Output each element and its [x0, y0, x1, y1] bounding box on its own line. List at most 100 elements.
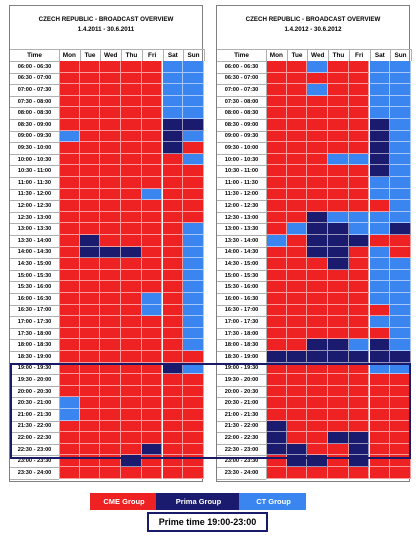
- heatmap-cell: [328, 84, 349, 96]
- heatmap-cell: [162, 142, 184, 154]
- grid-line: [217, 397, 266, 399]
- heatmap-cell: [286, 281, 308, 293]
- grid-line: [217, 258, 266, 260]
- grid-line: [10, 327, 59, 329]
- time-slot-label: 18:00 - 18:30: [224, 342, 259, 349]
- grid-line: [10, 211, 59, 213]
- heatmap-cell: [59, 409, 80, 421]
- heatmap-cell: [162, 327, 184, 340]
- heatmap-cell: [328, 153, 349, 166]
- heatmap-cell: [390, 327, 411, 340]
- heatmap-cell: [348, 119, 370, 131]
- heatmap-cell: [348, 351, 370, 363]
- grid-line: [217, 293, 266, 294]
- heatmap-cell: [266, 107, 287, 119]
- grid-line: [10, 142, 59, 144]
- heatmap-cell: [141, 362, 163, 375]
- heatmap-cell: [121, 397, 142, 409]
- grid-line: [217, 177, 266, 178]
- heatmap-cell: [59, 374, 80, 386]
- heatmap-cell: [286, 84, 308, 96]
- heatmap-cell: [266, 119, 287, 131]
- heatmap-cell: [369, 153, 391, 166]
- time-slot-label: 15:00 - 15:30: [17, 272, 52, 279]
- heatmap-cell: [162, 153, 184, 166]
- header-day-wed: Wed: [311, 51, 325, 59]
- grid-line: [10, 200, 59, 202]
- heatmap-cell: [266, 409, 287, 421]
- heatmap-cell: [307, 409, 329, 421]
- heatmap-cell: [100, 432, 122, 444]
- heatmap-cell: [328, 107, 349, 119]
- heatmap-cell: [266, 316, 287, 328]
- heatmap-cell: [286, 304, 308, 317]
- heatmap-cell: [348, 177, 370, 189]
- grid-line: [141, 49, 143, 61]
- heatmap-cell: [286, 385, 308, 398]
- heatmap-cell: [141, 107, 163, 119]
- legend: CME Group Prima Group CT Group: [90, 493, 306, 510]
- heatmap-cell: [121, 455, 142, 467]
- heatmap-cell: [59, 467, 80, 479]
- heatmap-cell: [286, 211, 308, 224]
- heatmap-cell: [162, 95, 184, 108]
- heatmap-cell: [369, 269, 391, 282]
- heatmap-cell: [79, 304, 101, 317]
- heatmap-cell: [183, 211, 204, 224]
- heatmap-cell: [100, 409, 122, 421]
- heatmap-cell: [162, 432, 184, 444]
- grid-line: [183, 49, 185, 61]
- grid-line: [217, 455, 266, 457]
- heatmap-cell: [348, 362, 370, 375]
- heatmap-cell: [183, 61, 204, 73]
- heatmap-cell: [141, 455, 163, 467]
- heatmap-cell: [121, 211, 142, 224]
- heatmap-cell: [121, 153, 142, 166]
- heatmap-cell: [79, 409, 101, 421]
- grid-line: [10, 246, 59, 248]
- heatmap-cell: [390, 455, 411, 467]
- heatmap-cell: [390, 374, 411, 386]
- heatmap-cell: [141, 409, 163, 421]
- heatmap-cell: [286, 397, 308, 409]
- heatmap-cell: [348, 258, 370, 270]
- heatmap-cell: [141, 316, 163, 328]
- grid-line: [390, 49, 392, 61]
- heatmap-cell: [266, 467, 287, 479]
- heatmap-cell: [100, 188, 122, 201]
- heatmap-cell: [390, 293, 411, 305]
- heatmap-cell: [369, 443, 391, 456]
- heatmap-cell: [369, 409, 391, 421]
- time-slot-label: 20:00 - 20:30: [224, 388, 259, 395]
- grid-line: [10, 339, 59, 341]
- heatmap-cell: [162, 397, 184, 409]
- heatmap-cell: [59, 293, 80, 305]
- grid-line: [348, 49, 350, 61]
- time-slot-label: 14:30 - 15:00: [224, 260, 259, 267]
- heatmap-cell: [307, 443, 329, 456]
- heatmap-cell: [121, 362, 142, 375]
- heatmap-cell: [328, 188, 349, 201]
- heatmap-cell: [162, 293, 184, 305]
- heatmap-cell: [307, 61, 329, 73]
- header-day-thu: Thu: [125, 51, 138, 59]
- heatmap-cell: [266, 95, 287, 108]
- grid-line: [10, 165, 59, 167]
- heatmap-cell: [348, 304, 370, 317]
- heatmap-cell: [328, 281, 349, 293]
- grid-line: [217, 200, 266, 202]
- heatmap-cell: [59, 443, 80, 456]
- heatmap-cell: [79, 72, 101, 85]
- heatmap-cell: [79, 351, 101, 363]
- heatmap-cell: [307, 397, 329, 409]
- heatmap-cell: [348, 374, 370, 386]
- heatmap-cell: [369, 304, 391, 317]
- heatmap-cell: [307, 177, 329, 189]
- time-slot-label: 06:00 - 06:30: [17, 63, 52, 70]
- heatmap-cell: [286, 130, 308, 143]
- heatmap-cell: [183, 443, 204, 456]
- grid-line: [10, 432, 59, 434]
- heatmap-cell: [286, 293, 308, 305]
- heatmap-cell: [266, 211, 287, 224]
- heatmap-cell: [369, 235, 391, 247]
